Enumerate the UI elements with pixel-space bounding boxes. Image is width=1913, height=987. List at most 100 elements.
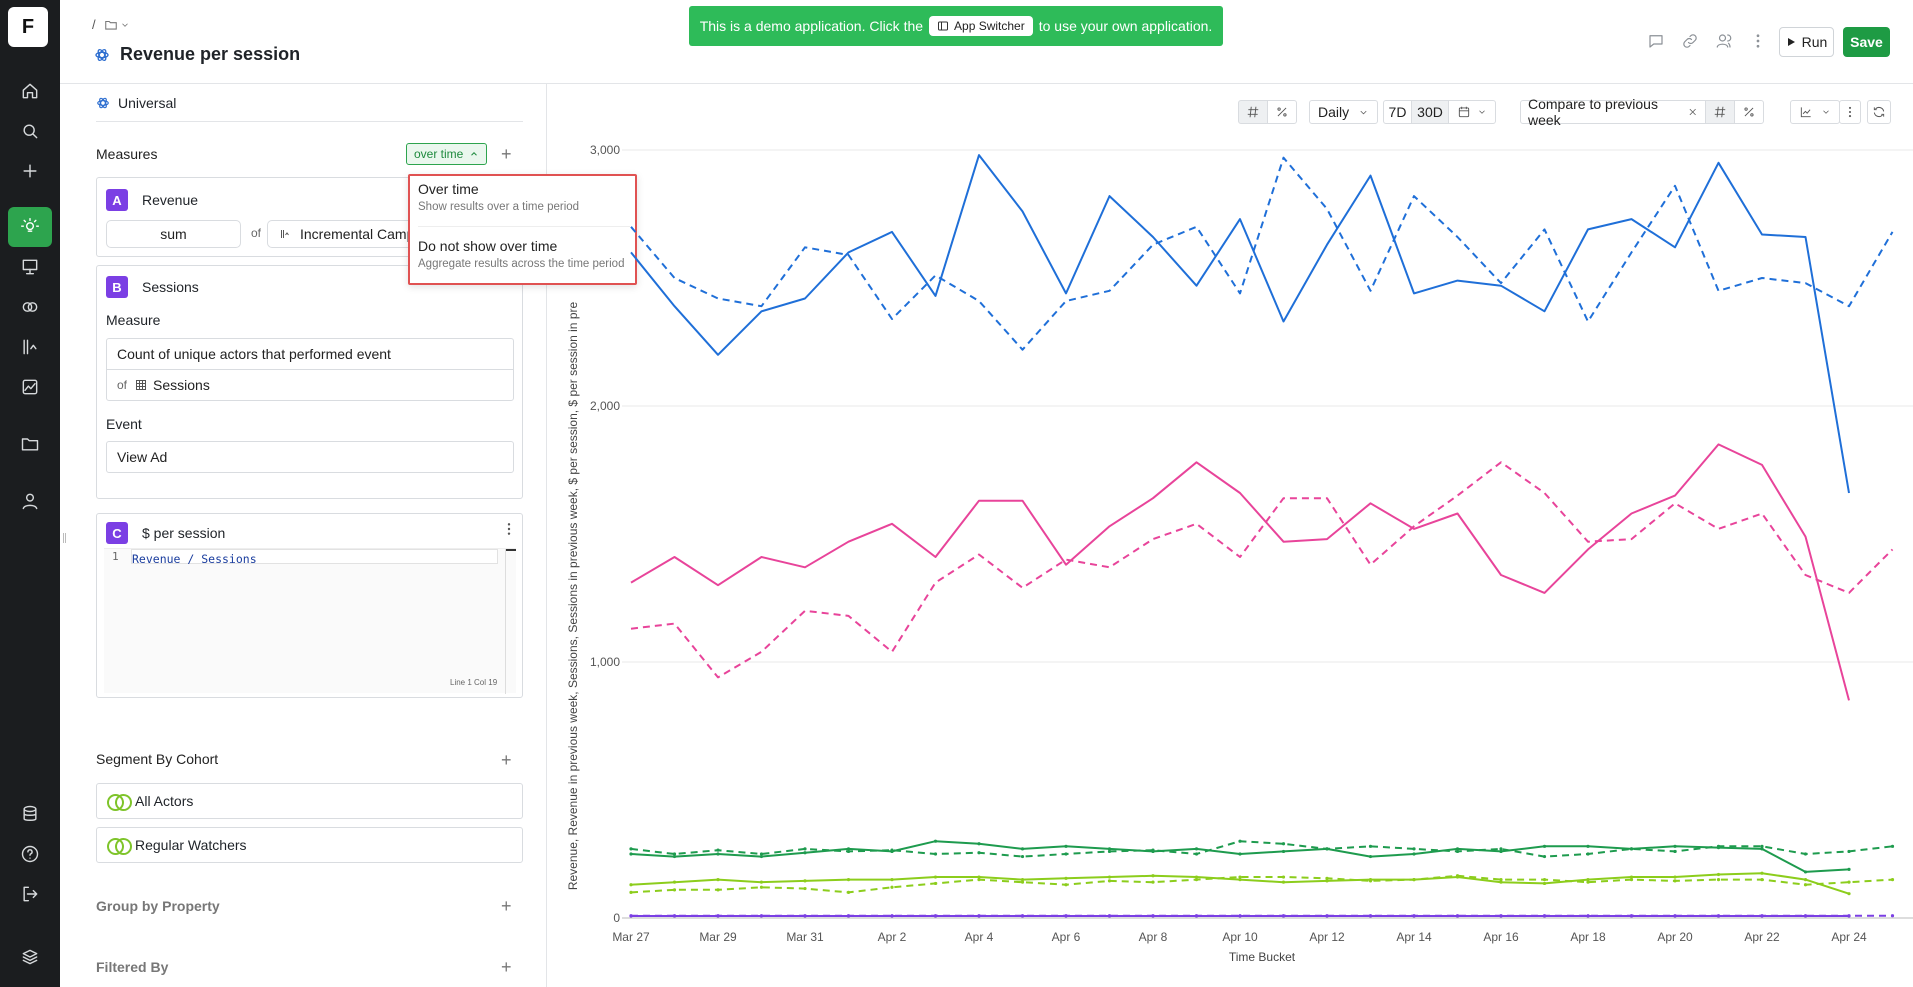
data-point[interactable] [803,886,807,891]
refresh-icon[interactable] [1867,100,1891,124]
series-line[interactable] [630,156,1894,351]
data-point[interactable] [1629,914,1634,918]
data-point[interactable] [1803,852,1808,856]
data-point[interactable] [1586,880,1590,884]
data-point[interactable] [1542,881,1547,886]
range-30d-button[interactable]: 30D [1411,100,1449,124]
data-point[interactable] [1542,914,1547,918]
presentation-icon[interactable] [10,247,50,287]
help-icon[interactable] [10,834,50,874]
data-point[interactable] [1586,852,1590,856]
data-point[interactable] [629,852,633,856]
data-point[interactable] [933,914,938,918]
data-point[interactable] [1499,847,1503,851]
data-point[interactable] [1760,847,1764,851]
add-filter-button[interactable]: + [501,957,512,977]
measure-name-a[interactable]: Revenue [142,192,199,208]
data-point[interactable] [803,851,807,855]
data-point[interactable] [1281,842,1286,846]
data-point[interactable] [1107,875,1112,879]
breadcrumb[interactable]: / [92,17,130,32]
data-point[interactable] [1368,879,1373,883]
data-point[interactable] [977,878,981,882]
data-point[interactable] [1673,879,1677,883]
add-cohort-button[interactable]: + [501,750,512,770]
data-point[interactable] [1325,876,1329,880]
data-point[interactable] [933,852,938,856]
data-point[interactable] [933,839,938,843]
cohorts-icon[interactable] [10,287,50,327]
data-point[interactable] [1238,839,1242,843]
data-point[interactable] [846,890,851,895]
search-icon[interactable] [10,111,50,151]
data-point[interactable] [1542,844,1547,848]
data-point[interactable] [1890,914,1895,918]
data-point[interactable] [1499,878,1503,882]
data-point[interactable] [803,879,807,883]
data-point[interactable] [1847,892,1851,896]
data-point[interactable] [933,875,938,879]
data-point[interactable] [629,847,633,851]
data-point[interactable] [1629,875,1634,879]
data-point[interactable] [1194,914,1199,918]
data-point[interactable] [1020,854,1025,859]
percent-format-button[interactable] [1267,100,1297,124]
data-point[interactable] [1890,844,1895,848]
app-switcher-chip[interactable]: App Switcher [929,16,1033,36]
plus-icon[interactable] [10,151,50,191]
measure-name-c[interactable]: $ per session [142,525,226,541]
data-point[interactable] [846,847,851,851]
data-point[interactable] [1107,914,1112,918]
data-point[interactable] [1760,878,1764,882]
cohort-item[interactable]: All Actors [96,783,523,819]
data-point[interactable] [1107,849,1112,854]
metrics-icon[interactable] [10,327,50,367]
data-point[interactable] [1847,914,1851,918]
data-point[interactable] [1238,875,1242,879]
data-point[interactable] [716,914,720,918]
data-point[interactable] [1716,872,1721,877]
panel-resize-handle[interactable] [63,533,66,543]
data-point[interactable] [716,852,720,856]
folder-icon[interactable] [104,18,130,32]
add-group-button[interactable]: + [501,896,512,916]
data-point[interactable] [933,881,938,886]
chart-more-button[interactable] [1839,100,1861,124]
data-point[interactable] [1542,854,1547,859]
event-source-select[interactable]: of Sessions [106,369,514,401]
data-point[interactable] [1847,867,1851,871]
data-point[interactable] [759,885,764,889]
data-point[interactable] [629,914,633,918]
series-line[interactable] [630,874,1893,894]
save-button[interactable]: Save [1843,27,1890,57]
compare-select[interactable]: Compare to previous week [1520,96,1706,128]
data-point[interactable] [1803,914,1808,918]
universe-row[interactable]: Universal [96,84,523,122]
data-point[interactable] [803,914,807,918]
data-point[interactable] [1455,849,1460,854]
data-point[interactable] [1281,914,1286,918]
data-point[interactable] [629,890,633,895]
data-point[interactable] [1847,880,1851,884]
data-point[interactable] [846,878,851,882]
data-point[interactable] [1412,914,1416,918]
data-point[interactable] [1020,878,1025,882]
cohort-item[interactable]: Regular Watchers [96,827,523,863]
data-point[interactable] [1238,878,1242,882]
data-point[interactable] [1194,878,1199,882]
database-icon[interactable] [10,794,50,834]
data-point[interactable] [1064,883,1068,887]
compare-percent-button[interactable] [1734,100,1764,124]
data-point[interactable] [672,880,677,884]
data-point[interactable] [672,914,677,918]
data-point[interactable] [1760,871,1764,875]
data-point[interactable] [1716,844,1721,848]
user-icon[interactable] [10,481,50,521]
data-point[interactable] [716,848,720,852]
data-point[interactable] [1325,914,1329,918]
data-point[interactable] [759,914,764,918]
data-point[interactable] [1064,844,1068,848]
data-point[interactable] [1368,914,1373,918]
data-point[interactable] [890,848,894,852]
data-point[interactable] [1586,914,1590,918]
